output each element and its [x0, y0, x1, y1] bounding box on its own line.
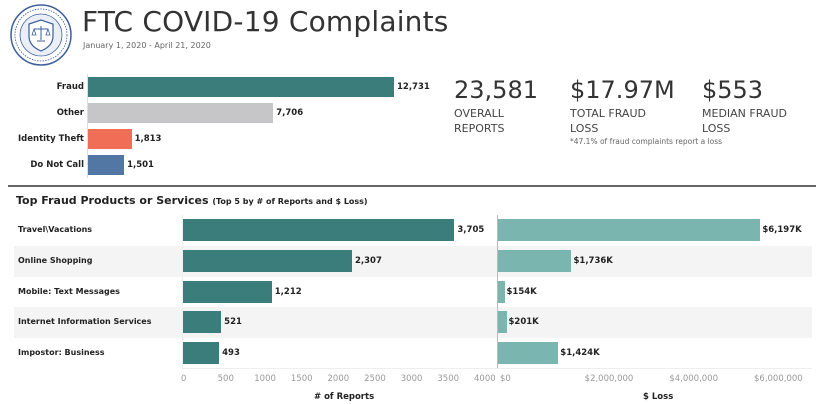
kpi-total-fraud-loss: $17.97M TOTAL FRAUD LOSS *47.1% of fraud…: [570, 76, 722, 146]
kpi-label: MEDIAN FRAUD: [702, 107, 787, 120]
category-label: Other: [56, 108, 84, 118]
section-title: Top Fraud Products or Services (Top 5 by…: [16, 194, 368, 207]
loss-bar-online-shopping: [498, 249, 572, 272]
row-label-internet-information-services: Internet Information Services: [18, 317, 152, 327]
reports-bar-internet-information-services: [183, 311, 222, 334]
loss-tick-label: $2,000,000: [584, 374, 634, 384]
kpi-label: LOSS: [702, 122, 731, 135]
ftc-seal-logo: [10, 4, 72, 66]
bar-fraud: [88, 77, 394, 97]
loss-value-label: $6,197K: [762, 225, 802, 236]
loss-bar-impostor-business: [498, 341, 559, 364]
row-label-online-shopping: Online Shopping: [18, 255, 93, 265]
kpi-value: $17.97M: [570, 76, 675, 104]
kpi-label: TOTAL FRAUD: [570, 107, 646, 120]
reports-tick-label: 0: [181, 374, 187, 384]
value-label: 7,706: [276, 108, 304, 118]
loss-bar-travel-vacations: [498, 219, 761, 242]
section-subtitle: (Top 5 by # of Reports and $ Loss): [212, 197, 368, 206]
reports-tick-label: 1000: [254, 374, 276, 384]
category-axis-line: [87, 74, 88, 178]
loss-value-label: $1,424K: [560, 347, 600, 358]
value-label: 1,501: [127, 160, 154, 170]
loss-bar-internet-information-services: [498, 311, 507, 334]
kpi-footnote: *47.1% of fraud complaints report a loss: [570, 137, 723, 146]
reports-tick-label: 3000: [400, 374, 423, 384]
row-label-impostor-business: Impostor: Business: [18, 347, 105, 357]
loss-value-label: $201K: [508, 317, 539, 328]
reports-bar-travel-vacations: [183, 219, 455, 242]
reports-tick-label: 2000: [327, 374, 350, 384]
value-label: 12,731: [397, 82, 430, 92]
row-label-mobile-text-messages: Mobile: Text Messages: [18, 286, 120, 296]
loss-tick-label: $0: [500, 374, 511, 384]
category-label: Fraud: [56, 82, 84, 92]
row-band: [14, 276, 812, 307]
reports-value-label: 521: [224, 317, 242, 328]
value-label: 1,813: [134, 134, 162, 144]
loss-value-label: $1,736K: [573, 255, 613, 266]
loss-tick-label: $4,000,000: [669, 374, 718, 384]
kpi-value: $553: [702, 76, 764, 104]
row-band: [14, 245, 812, 277]
reports-bar-mobile-text-messages: [183, 280, 272, 303]
reports-tick-label: 500: [217, 374, 234, 384]
row-label-travel-vacations: Travel\Vacations: [18, 225, 93, 235]
reports-value-label: 1,212: [274, 286, 302, 297]
bar-other: [88, 103, 274, 123]
category-label: Do Not Call: [30, 160, 84, 170]
reports-bar-impostor-business: [183, 341, 220, 364]
loss-tick-label: $6,000,000: [754, 374, 803, 384]
reports-axis-zero-line: [182, 215, 183, 368]
reports-tick-label: 1500: [290, 374, 313, 384]
reports-bar-online-shopping: [183, 249, 352, 272]
complaint-category-chart: Fraud 12,731 Other 7,706 Identity Theft 1,813…: [0, 72, 440, 182]
reports-tick-label: 3500: [437, 374, 460, 384]
kpi-median-fraud-loss: $553 MEDIAN FRAUD LOSS: [702, 76, 787, 136]
bar-do-not-call: [88, 155, 125, 175]
category-label: Identity Theft: [18, 134, 84, 144]
kpi-overall-reports: 23,581 OVERALL REPORTS: [454, 76, 538, 136]
kpi-label: REPORTS: [454, 122, 505, 135]
reports-value-label: 493: [222, 347, 240, 358]
reports-value-label: 3,705: [457, 225, 485, 236]
bar-identity-theft: [88, 129, 132, 149]
row-band: [14, 306, 812, 338]
loss-value-label: $154K: [506, 286, 537, 297]
kpi-label: OVERALL: [454, 107, 504, 120]
section-title-text: Top Fraud Products or Services: [16, 194, 209, 207]
loss-axis-zero-line: [497, 215, 498, 368]
loss-axis-title: $ Loss: [643, 392, 674, 402]
loss-bar-mobile-text-messages: [498, 280, 505, 303]
section-divider: [8, 185, 816, 187]
page-title: FTC COVID-19 Complaints: [82, 5, 449, 38]
reports-axis-title: # of Reports: [314, 392, 375, 402]
reports-tick-label: 4000: [474, 374, 496, 384]
row-band: [14, 337, 812, 368]
reports-tick-label: 2500: [364, 374, 386, 384]
kpi-value: 23,581: [454, 76, 538, 104]
kpi-label: LOSS: [570, 122, 599, 135]
reports-value-label: 2,307: [354, 255, 382, 266]
date-range: January 1, 2020 - April 21, 2020: [83, 41, 211, 50]
bottom-axis-line: [182, 368, 812, 369]
